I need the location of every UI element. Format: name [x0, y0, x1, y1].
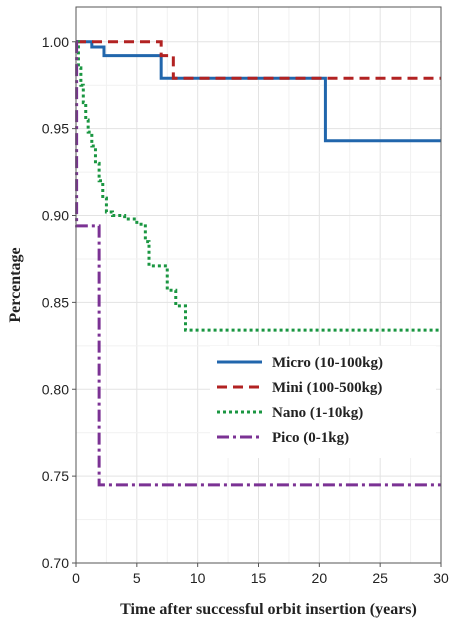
legend: Micro (10-100kg) Mini (100-500kg) Nano (1-… — [210, 346, 436, 458]
legend-background — [210, 346, 436, 458]
y-tick-label: 0.95 — [42, 121, 69, 137]
x-tick-label: 0 — [72, 570, 80, 586]
y-tick-label: 0.75 — [42, 468, 69, 484]
x-tick-label: 10 — [190, 570, 206, 586]
grid-lines — [75, 7, 442, 564]
y-tick-label: 1.00 — [42, 34, 69, 50]
legend-label: Micro (10-100kg) — [272, 355, 383, 371]
series-lines — [75, 40, 441, 487]
y-axis-title: Percentage — [7, 247, 24, 322]
series-line-micro — [76, 40, 441, 143]
y-tick-label: 0.85 — [42, 294, 69, 310]
y-tick-label: 0.70 — [42, 555, 69, 571]
legend-label: Pico (0-1kg) — [272, 430, 349, 446]
series-line-mini — [76, 40, 441, 80]
y-tick-label: 0.90 — [42, 208, 69, 224]
x-tick-label: 30 — [433, 570, 449, 586]
axis-ticks: 0 5 10 15 20 25 30 0.70 0.75 0.80 0.85 0.90 0.95 1.00 — [42, 34, 449, 586]
x-axis-title: Time after successful orbit insertion (y… — [120, 601, 417, 618]
legend-label: Mini (100-500kg) — [272, 380, 382, 396]
series-line-pico — [75, 40, 441, 487]
legend-label: Nano (1-10kg) — [272, 405, 363, 421]
x-tick-label: 5 — [133, 570, 141, 586]
x-tick-label: 15 — [251, 570, 267, 586]
series-line-nano — [76, 40, 441, 332]
y-tick-label: 0.80 — [42, 381, 69, 397]
x-tick-label: 20 — [312, 570, 328, 586]
x-tick-label: 25 — [372, 570, 388, 586]
